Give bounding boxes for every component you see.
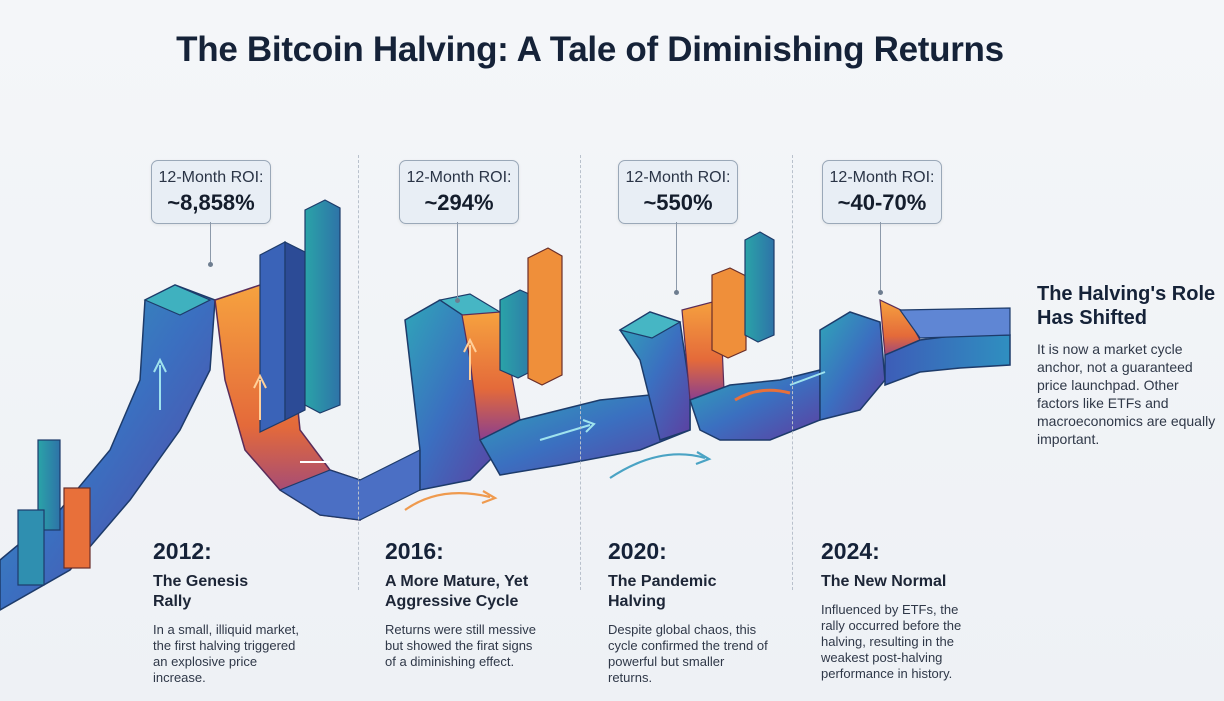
roi-callout-2020: 12-Month ROI: ~550% [618,160,738,224]
cycle-divider [580,155,581,590]
roi-callout-2024: 12-Month ROI: ~40-70% [822,160,942,224]
cycle-year: 2012: [153,538,212,564]
roi-label: 12-Month ROI: [625,169,731,186]
cycle-2020-text: 2020: The Pandemic Halving Despite globa… [608,538,773,686]
cycle-divider [792,155,793,590]
cycle-name: A More Mature, Yet Aggressive Cycle [385,573,529,610]
roi-dot [878,290,883,295]
cycle-year: 2020: [608,538,667,564]
cycle-name: The Pandemic Halving [608,573,717,610]
cycle-year: 2016: [385,538,444,564]
trend-arrow-2016 [404,492,491,511]
cycle-description: Despite global chaos, this cycle confirm… [608,622,768,685]
cycle-2016-text: 2016: A More Mature, Yet Aggressive Cycl… [385,538,565,670]
roi-label: 12-Month ROI: [158,169,264,186]
cycle-name: The New Normal [821,573,947,590]
roi-dot [208,262,213,267]
pipe-segment-2020 [618,231,821,441]
pipe-segment-2024 [789,299,1011,421]
conclusion-description: It is now a market cycle anchor, not a g… [1037,341,1216,447]
roi-stem [880,222,881,292]
cycle-name: The Genesis Rally [153,573,249,610]
cycle-2024-text: 2024: The New Normal Influenced by ETFs,… [821,538,986,682]
roi-callout-2016: 12-Month ROI: ~294% [399,160,519,224]
roi-value: ~40-70% [837,190,927,215]
roi-label: 12-Month ROI: [829,169,935,186]
pipe-segment-2012 [0,199,421,611]
roi-dot [455,298,460,303]
roi-stem [210,222,211,264]
cycle-description: Influenced by ETFs, the rally occurred b… [821,602,962,681]
roi-stem [676,222,677,292]
cycle-divider [358,155,359,590]
trend-arrow-2020 [609,453,706,479]
conclusion-panel: The Halving's Role Has Shifted It is now… [1037,282,1217,448]
cycle-description: Returns were still messive but showed th… [385,622,536,669]
page-title: The Bitcoin Halving: A Tale of Diminishi… [176,30,1004,69]
roi-callout-2012: 12-Month ROI: ~8,858% [151,160,271,224]
conclusion-title: The Halving's Role Has Shifted [1037,283,1216,329]
cycle-2012-text: 2012: The Genesis Rally In a small, illi… [153,538,318,686]
pipe-segment-2016 [404,247,691,491]
cycle-year: 2024: [821,538,880,564]
roi-value: ~294% [424,190,494,215]
roi-value: ~8,858% [167,190,255,215]
roi-value: ~550% [643,190,713,215]
roi-stem [457,222,458,300]
roi-label: 12-Month ROI: [406,169,512,186]
cycle-description: In a small, illiquid market, the first h… [153,622,299,685]
roi-dot [674,290,679,295]
